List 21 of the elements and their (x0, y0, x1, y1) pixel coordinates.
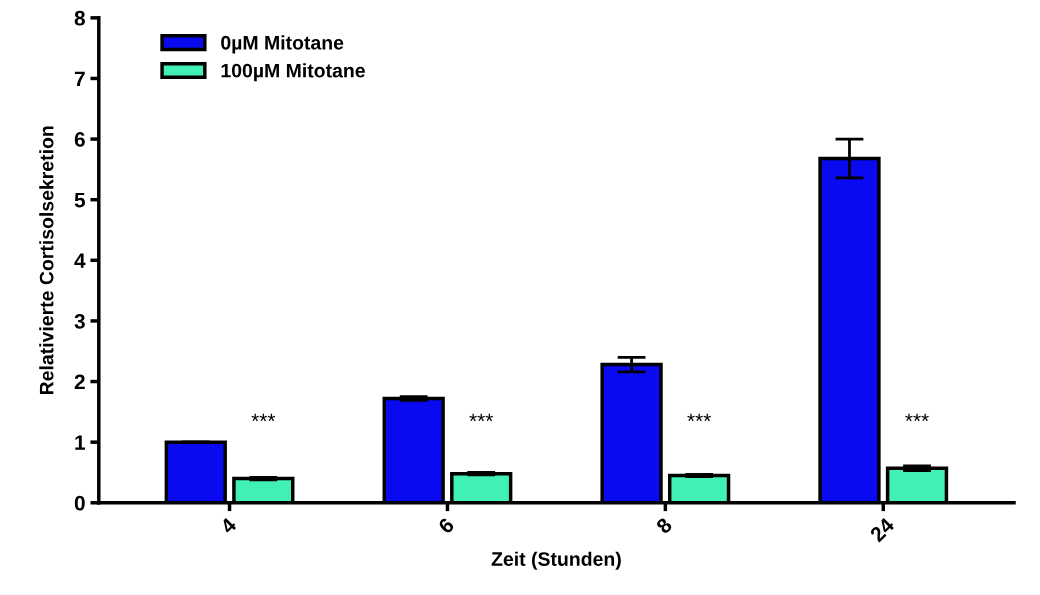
x-tick-label: 24 (869, 516, 896, 543)
legend-label: 100µM Mitotane (221, 63, 365, 82)
annotation: *** (469, 413, 494, 422)
y-tick-label: 2 (74, 374, 85, 390)
y-tick-label: 6 (74, 132, 85, 147)
x-axis-title: Zeit (Stunden) (491, 551, 621, 570)
y-tick-label: 1 (75, 435, 86, 450)
y-tick-label: 5 (74, 192, 86, 208)
y-tick-label: 4 (74, 253, 86, 268)
x-tick-label: 8 (655, 516, 673, 535)
annotation: *** (687, 413, 711, 422)
y-tick-label: 3 (74, 313, 85, 329)
annotation: *** (251, 413, 276, 422)
y-tick-label: 8 (74, 10, 85, 26)
annotation: *** (905, 413, 929, 422)
y-axis-title: Relativierte Cortisolsekretion (39, 126, 54, 395)
y-tick-label: 0 (74, 495, 85, 511)
x-tick-label: 6 (437, 516, 455, 535)
x-tick-label: 4 (219, 516, 238, 535)
y-tick-label: 7 (74, 71, 85, 87)
legend-label: 0µM Mitotane (221, 35, 344, 54)
